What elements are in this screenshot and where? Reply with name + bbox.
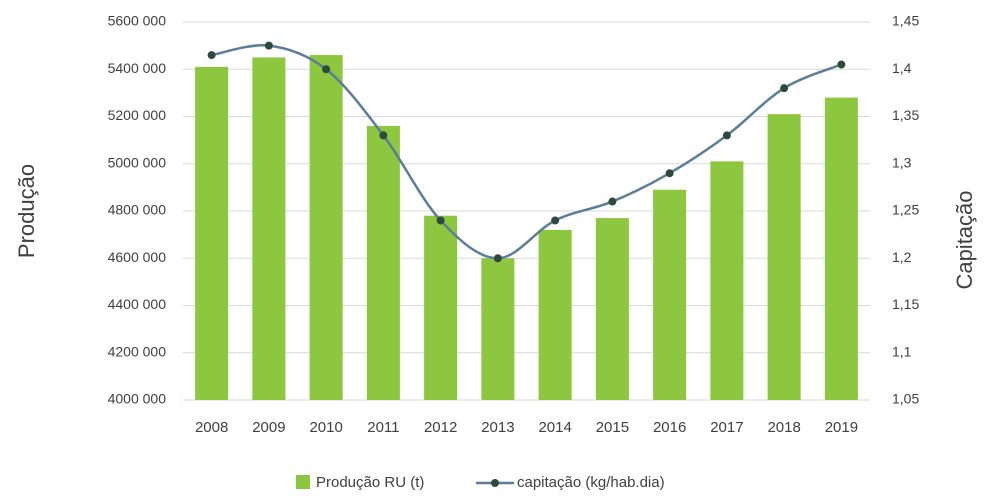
bar	[595, 218, 629, 400]
y2-tick-label: 1,35	[892, 107, 919, 123]
marker	[551, 216, 560, 225]
marker	[722, 131, 731, 140]
bar	[710, 161, 744, 400]
legend-label: capitação (kg/hab.dia)	[517, 474, 665, 491]
y2-axis-title: Capitação	[952, 190, 977, 289]
x-tick-label: 2008	[195, 419, 228, 436]
y-tick-label: 4800 000	[108, 202, 167, 218]
y2-tick-label: 1,1	[892, 343, 912, 359]
y2-tick-label: 1,05	[892, 391, 919, 407]
marker	[379, 131, 388, 140]
marker	[207, 51, 216, 60]
y-tick-label: 5600 000	[108, 13, 167, 29]
x-tick-label: 2019	[825, 419, 858, 436]
bar	[538, 229, 572, 400]
y-tick-label: 4400 000	[108, 296, 167, 312]
bar	[366, 125, 400, 400]
y2-tick-label: 1,3	[892, 154, 912, 170]
marker	[322, 65, 331, 74]
x-tick-label: 2011	[367, 419, 399, 436]
y-tick-label: 4000 000	[108, 391, 167, 407]
y2-tick-label: 1,4	[892, 60, 912, 76]
y-axis-title: Produção	[14, 164, 39, 258]
bar	[653, 189, 687, 400]
marker	[665, 169, 674, 178]
x-tick-label: 2018	[767, 419, 800, 436]
x-tick-label: 2013	[481, 419, 514, 436]
y-tick-label: 5000 000	[108, 154, 167, 170]
y-tick-label: 5400 000	[108, 60, 167, 76]
marker	[493, 254, 502, 263]
y2-tick-label: 1,2	[892, 249, 912, 265]
bar	[481, 258, 515, 400]
marker	[436, 216, 445, 225]
x-tick-label: 2015	[596, 419, 629, 436]
legend-swatch	[296, 475, 310, 489]
y2-tick-label: 1,25	[892, 202, 919, 218]
marker	[780, 84, 789, 93]
x-tick-label: 2017	[710, 419, 743, 436]
y-tick-label: 5200 000	[108, 107, 167, 123]
x-tick-label: 2016	[653, 419, 686, 436]
x-tick-label: 2012	[424, 419, 457, 436]
bar	[824, 97, 858, 400]
x-tick-label: 2009	[252, 419, 285, 436]
x-tick-label: 2014	[538, 419, 571, 436]
bar	[195, 66, 229, 400]
y-tick-label: 4200 000	[108, 343, 167, 359]
x-tick-label: 2010	[309, 419, 342, 436]
bar	[252, 57, 286, 400]
legend-label: Produção RU (t)	[316, 474, 424, 491]
line	[211, 44, 842, 260]
y2-tick-label: 1,15	[892, 296, 919, 312]
marker	[264, 41, 273, 50]
bar	[767, 114, 801, 400]
bar	[424, 215, 458, 400]
marker	[837, 60, 846, 69]
marker	[608, 197, 617, 206]
legend-swatch	[491, 479, 499, 487]
y-tick-label: 4600 000	[108, 249, 167, 265]
bar	[309, 55, 343, 400]
y2-tick-label: 1,45	[892, 13, 919, 29]
